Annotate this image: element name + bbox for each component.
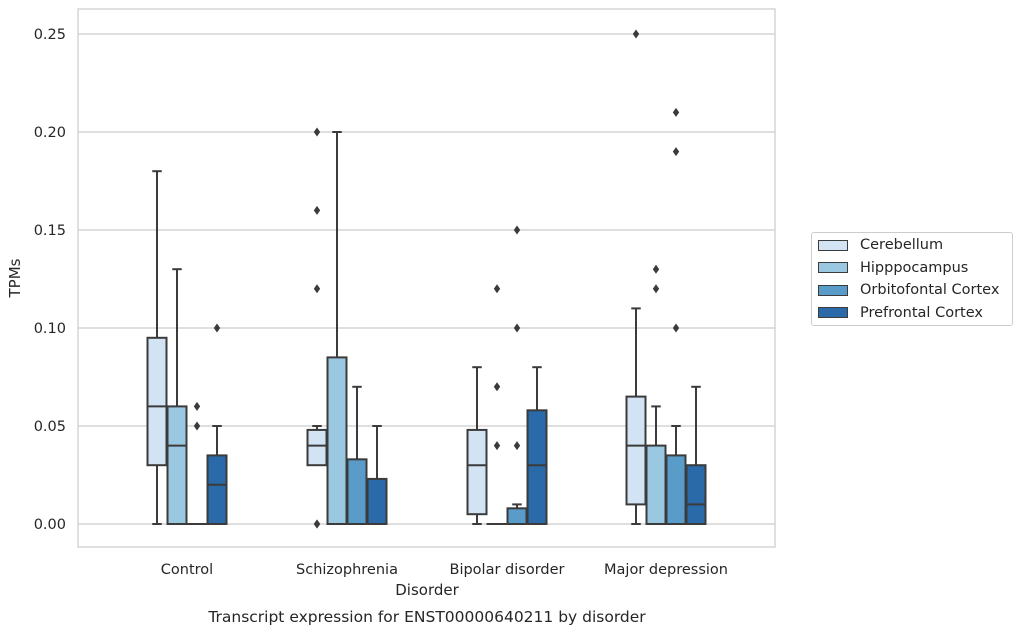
box-hipppocampus [647, 265, 666, 524]
box-body [148, 338, 167, 465]
box-prefrontal-cortex [687, 387, 706, 524]
legend-label: Prefrontal Cortex [860, 305, 983, 321]
box-body [308, 430, 327, 465]
legend: Cerebellum Hipppocampus Orbitofontal Corte… [811, 232, 1013, 326]
box-prefrontal-cortex [528, 367, 547, 524]
box-body [368, 479, 387, 524]
outlier-point [314, 520, 320, 529]
box-body [168, 406, 187, 524]
legend-item: Prefrontal Cortex [818, 303, 983, 323]
legend-swatch [818, 307, 848, 318]
legend-label: Orbitofontal Cortex [860, 282, 999, 298]
box-orbitofontal-cortex [667, 108, 686, 524]
box-prefrontal-cortex [368, 426, 387, 524]
legend-swatch [818, 240, 848, 251]
legend-item: Hipppocampus [818, 258, 968, 278]
outlier-point [314, 128, 320, 137]
box-body [667, 455, 686, 524]
box-body [528, 410, 547, 524]
box-orbitofontal-cortex [508, 226, 527, 525]
box-body [647, 446, 666, 524]
y-axis-label: TPMs [6, 258, 24, 298]
box-hipppocampus [168, 269, 187, 524]
legend-label: Hipppocampus [860, 260, 968, 276]
box-body [627, 397, 646, 505]
box-orbitofontal-cortex [188, 402, 207, 524]
x-tick-label: Major depression [604, 562, 728, 578]
legend-item: Orbitofontal Cortex [818, 280, 999, 300]
y-tick-label: 0.10 [34, 321, 66, 337]
y-tick-label: 0.05 [34, 419, 66, 435]
outlier-point [194, 402, 200, 411]
y-tick-label: 0.20 [34, 125, 66, 141]
outlier-point [673, 147, 679, 156]
y-tick-label: 0.25 [34, 27, 66, 43]
outlier-point [314, 284, 320, 293]
outlier-point [194, 422, 200, 431]
outlier-point [673, 108, 679, 117]
legend-swatch [818, 262, 848, 273]
outlier-point [494, 284, 500, 293]
box-prefrontal-cortex [208, 324, 227, 525]
outlier-point [653, 284, 659, 293]
x-tick-label: Control [161, 562, 213, 578]
outlier-point [514, 441, 520, 450]
outlier-point [494, 441, 500, 450]
y-tick-label: 0.00 [34, 517, 66, 533]
outlier-point [494, 382, 500, 391]
outlier-point [514, 226, 520, 235]
legend-item: Cerebellum [818, 235, 943, 255]
box-hipppocampus [488, 284, 507, 524]
outlier-point [633, 30, 639, 39]
boxes-layer [148, 30, 706, 529]
x-tick-label: Bipolar disorder [450, 562, 565, 578]
x-axis-label: Disorder [395, 581, 459, 599]
box-body [687, 465, 706, 524]
box-body [208, 455, 227, 524]
box-cerebellum [468, 367, 487, 524]
outlier-point [214, 324, 220, 333]
outlier-point [673, 324, 679, 333]
legend-label: Cerebellum [860, 237, 943, 253]
box-orbitofontal-cortex [348, 387, 367, 524]
box-body [328, 357, 347, 524]
legend-swatch [818, 285, 848, 296]
outlier-point [653, 265, 659, 274]
box-body [468, 430, 487, 514]
box-cerebellum [627, 30, 646, 525]
y-tick-label: 0.15 [34, 223, 66, 239]
x-tick-label: Schizophrenia [296, 562, 398, 578]
outlier-point [314, 206, 320, 215]
outlier-point [514, 324, 520, 333]
box-body [348, 459, 367, 524]
chart-title: Transcript expression for ENST0000064021… [207, 608, 646, 626]
box-cerebellum [148, 171, 167, 524]
box-body [508, 508, 527, 524]
